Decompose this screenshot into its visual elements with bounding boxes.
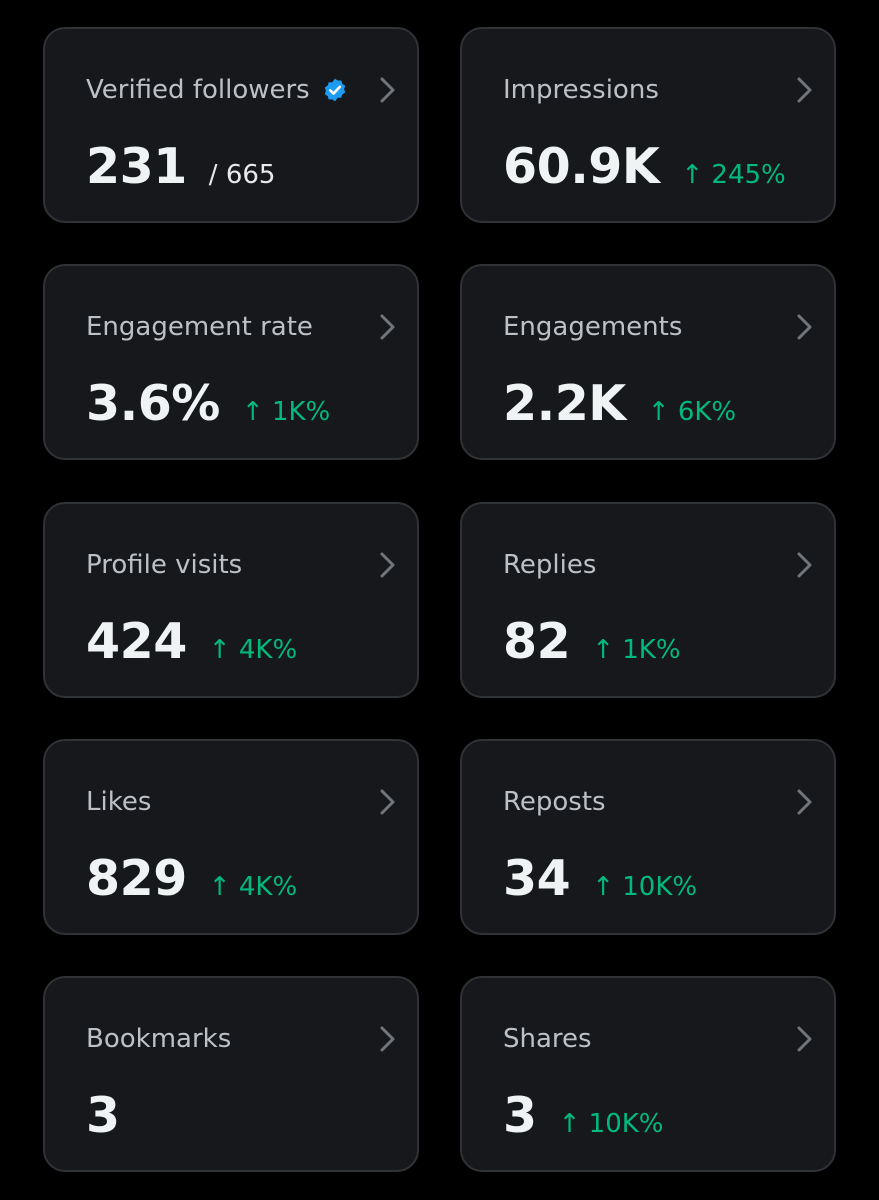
chevron-right-icon[interactable] [794,1024,816,1054]
metric-total: / 665 [208,160,276,190]
metric-value: 3.6% [86,375,220,432]
metric-label: Profile visits [86,550,243,580]
metric-value-row: 2.2K ↑ 6K% [503,374,736,434]
metric-card-verified-followers[interactable]: Verified followers 231 / 665 [43,27,419,223]
verified-badge-icon [324,78,345,102]
metric-value: 60.9K [503,138,660,195]
metric-card-engagement-rate[interactable]: Engagement rate 3.6% ↑ 1K% [43,264,419,460]
metric-card-bookmarks[interactable]: Bookmarks 3 [43,976,419,1172]
metric-label: Verified followers [86,75,310,105]
metric-value-row: 829 ↑ 4K% [86,849,297,909]
metric-label: Bookmarks [86,1024,232,1054]
metric-value-row: 231 / 665 [86,137,275,197]
metric-change: ↑ 245% [681,160,786,190]
metric-card-shares[interactable]: Shares 3 ↑ 10K% [460,976,836,1172]
metric-value: 3 [86,1087,120,1144]
metric-value-row: 34 ↑ 10K% [503,849,697,909]
metric-card-engagements[interactable]: Engagements 2.2K ↑ 6K% [460,264,836,460]
metric-value-row: 3 [86,1086,120,1146]
chevron-right-icon[interactable] [377,787,399,817]
metric-label-wrap: Verified followers [86,74,348,106]
metric-card-impressions[interactable]: Impressions 60.9K ↑ 245% [460,27,836,223]
metric-change: ↑ 6K% [647,397,737,427]
metric-value: 231 [86,138,187,195]
metric-card-likes[interactable]: Likes 829 ↑ 4K% [43,739,419,935]
metric-value-row: 82 ↑ 1K% [503,612,681,672]
metric-value-row: 3.6% ↑ 1K% [86,374,330,434]
metric-value: 424 [86,613,187,670]
metric-label: Impressions [503,75,659,105]
chevron-right-icon[interactable] [794,312,816,342]
metric-value-row: 60.9K ↑ 245% [503,137,786,197]
metric-label: Shares [503,1024,592,1054]
metric-label: Reposts [503,787,606,817]
metric-value: 82 [503,613,571,670]
metric-value-row: 424 ↑ 4K% [86,612,297,672]
metric-change: ↑ 1K% [241,397,331,427]
metric-change: ↑ 4K% [208,635,298,665]
chevron-right-icon[interactable] [377,1024,399,1054]
metric-card-replies[interactable]: Replies 82 ↑ 1K% [460,502,836,698]
chevron-right-icon[interactable] [377,550,399,580]
metric-label: Replies [503,550,597,580]
chevron-right-icon[interactable] [794,550,816,580]
metric-change: ↑ 4K% [208,872,298,902]
metric-value: 2.2K [503,375,626,432]
metric-card-profile-visits[interactable]: Profile visits 424 ↑ 4K% [43,502,419,698]
metric-change: ↑ 1K% [592,635,681,665]
metric-label: Engagements [503,312,683,342]
metric-value: 3 [503,1087,537,1144]
metric-value: 34 [503,850,571,907]
chevron-right-icon[interactable] [377,75,399,105]
chevron-right-icon[interactable] [377,312,399,342]
metric-value-row: 3 ↑ 10K% [503,1086,664,1146]
metric-value: 829 [86,850,187,907]
metric-change: ↑ 10K% [558,1109,664,1139]
metric-change: ↑ 10K% [592,872,698,902]
metric-label: Likes [86,787,152,817]
chevron-right-icon[interactable] [794,787,816,817]
metric-card-reposts[interactable]: Reposts 34 ↑ 10K% [460,739,836,935]
metric-label: Engagement rate [86,312,313,342]
chevron-right-icon[interactable] [794,75,816,105]
